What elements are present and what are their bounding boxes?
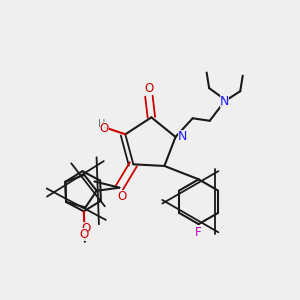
Text: H: H xyxy=(98,119,106,129)
Text: O: O xyxy=(117,190,127,203)
Text: O: O xyxy=(144,82,154,95)
Text: F: F xyxy=(195,226,202,239)
Text: N: N xyxy=(178,130,187,143)
Text: O: O xyxy=(100,122,109,135)
Text: O: O xyxy=(79,228,88,241)
Text: O: O xyxy=(81,222,90,235)
Text: N: N xyxy=(220,95,230,108)
